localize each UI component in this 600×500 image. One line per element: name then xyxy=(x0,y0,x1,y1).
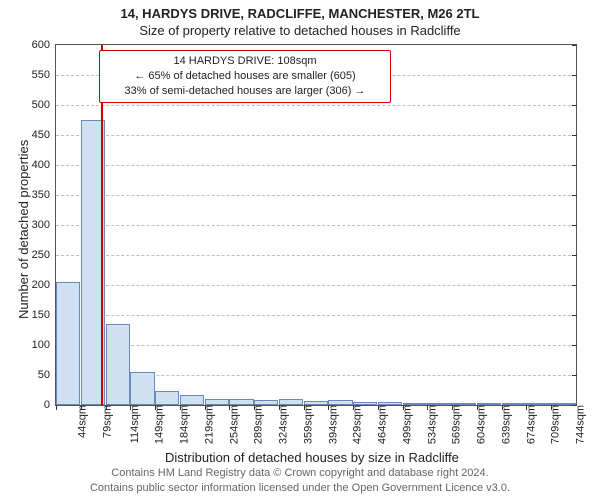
gridline xyxy=(56,255,576,257)
gridline xyxy=(56,285,576,287)
x-tick-mark xyxy=(205,405,206,410)
y-tick-mark xyxy=(572,135,577,136)
marker-annotation: 14 HARDYS DRIVE: 108sqm ← 65% of detache… xyxy=(99,50,391,103)
y-tick-label: 0 xyxy=(44,399,56,411)
x-tick-label: 604sqm xyxy=(472,405,488,444)
y-tick-label: 350 xyxy=(32,189,56,201)
y-tick-label: 100 xyxy=(32,339,56,351)
gridline xyxy=(56,315,576,317)
y-tick-label: 150 xyxy=(32,309,56,321)
x-tick-label: 149sqm xyxy=(150,405,166,444)
y-tick-mark xyxy=(572,225,577,226)
y-tick-mark xyxy=(572,75,577,76)
y-tick-mark xyxy=(572,315,577,316)
y-tick-mark xyxy=(572,255,577,256)
x-tick-mark xyxy=(551,405,552,410)
x-tick-label: 464sqm xyxy=(373,405,389,444)
histogram-bar xyxy=(155,391,179,405)
x-tick-mark xyxy=(130,405,131,410)
gridline xyxy=(56,225,576,227)
y-tick-label: 50 xyxy=(38,369,56,381)
footer-line2: Contains public sector information licen… xyxy=(0,481,600,496)
chart-subtitle: Size of property relative to detached ho… xyxy=(0,21,600,38)
y-tick-label: 550 xyxy=(32,69,56,81)
y-tick-mark xyxy=(572,105,577,106)
x-tick-mark xyxy=(304,405,305,410)
annotation-line2: ← 65% of detached houses are smaller (60… xyxy=(106,69,384,84)
histogram-bar xyxy=(106,324,130,405)
x-tick-mark xyxy=(56,405,57,410)
chart-title-address: 14, HARDYS DRIVE, RADCLIFFE, MANCHESTER,… xyxy=(0,0,600,21)
x-tick-mark xyxy=(427,405,428,410)
y-tick-mark xyxy=(572,165,577,166)
x-tick-mark xyxy=(526,405,527,410)
x-tick-label: 254sqm xyxy=(224,405,240,444)
x-tick-label: 289sqm xyxy=(249,405,265,444)
x-tick-mark xyxy=(477,405,478,410)
gridline xyxy=(56,105,576,107)
y-tick-mark xyxy=(572,45,577,46)
x-tick-mark xyxy=(502,405,503,410)
y-tick-mark xyxy=(572,375,577,376)
y-axis-label: Number of detached properties xyxy=(16,140,31,319)
x-tick-mark xyxy=(254,405,255,410)
y-tick-label: 500 xyxy=(32,99,56,111)
x-tick-label: 709sqm xyxy=(546,405,562,444)
y-tick-label: 400 xyxy=(32,159,56,171)
histogram-bar xyxy=(56,282,80,405)
x-tick-label: 674sqm xyxy=(521,405,537,444)
x-tick-label: 394sqm xyxy=(323,405,339,444)
x-tick-label: 114sqm xyxy=(125,405,141,443)
histogram-bar xyxy=(180,395,204,405)
y-tick-label: 450 xyxy=(32,129,56,141)
x-tick-mark xyxy=(403,405,404,410)
x-tick-mark xyxy=(229,405,230,410)
x-tick-mark xyxy=(279,405,280,410)
gridline xyxy=(56,135,576,137)
footer-attribution: Contains HM Land Registry data © Crown c… xyxy=(0,466,600,496)
y-tick-label: 200 xyxy=(32,279,56,291)
annotation-line1: 14 HARDYS DRIVE: 108sqm xyxy=(106,54,384,69)
y-tick-label: 300 xyxy=(32,219,56,231)
x-tick-label: 569sqm xyxy=(447,405,463,444)
x-tick-mark xyxy=(155,405,156,410)
y-tick-label: 250 xyxy=(32,249,56,261)
x-tick-label: 219sqm xyxy=(199,405,215,444)
y-tick-mark xyxy=(572,345,577,346)
annotation-line3: 33% of semi-detached houses are larger (… xyxy=(106,84,384,99)
footer-line1: Contains HM Land Registry data © Crown c… xyxy=(0,466,600,481)
x-tick-label: 184sqm xyxy=(175,405,191,444)
x-tick-label: 499sqm xyxy=(397,405,413,444)
x-tick-mark xyxy=(180,405,181,410)
x-tick-mark xyxy=(452,405,453,410)
x-tick-mark xyxy=(106,405,107,410)
gridline xyxy=(56,165,576,167)
histogram-bar xyxy=(130,372,154,405)
x-tick-label: 744sqm xyxy=(571,405,587,444)
x-tick-label: 429sqm xyxy=(348,405,364,444)
x-tick-label: 324sqm xyxy=(274,405,290,444)
gridline xyxy=(56,195,576,197)
gridline xyxy=(56,345,576,347)
chart-frame: { "titles": { "line1": "14, HARDYS DRIVE… xyxy=(0,0,600,500)
x-tick-mark xyxy=(328,405,329,410)
x-tick-label: 639sqm xyxy=(497,405,513,444)
x-tick-mark xyxy=(378,405,379,410)
x-tick-mark xyxy=(353,405,354,410)
x-tick-label: 534sqm xyxy=(422,405,438,444)
y-tick-label: 600 xyxy=(32,39,56,51)
x-axis-label: Distribution of detached houses by size … xyxy=(165,450,459,465)
x-tick-label: 359sqm xyxy=(298,405,314,444)
x-tick-mark xyxy=(81,405,82,410)
y-tick-mark xyxy=(572,195,577,196)
y-tick-mark xyxy=(572,285,577,286)
